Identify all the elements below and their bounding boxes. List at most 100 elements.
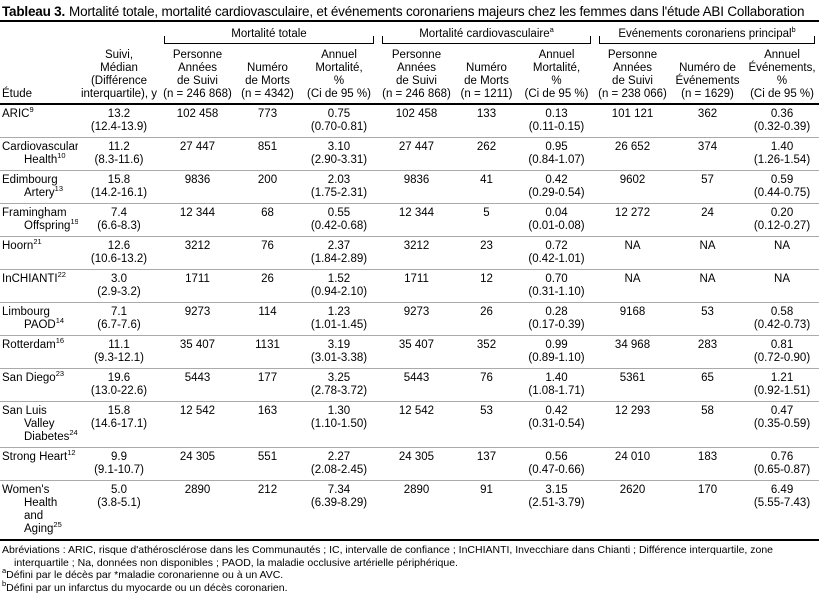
cell-line: 2.03: [302, 174, 376, 187]
data-cell: 27 447: [160, 138, 235, 171]
data-cell: 0.95(0.84-1.07): [518, 138, 595, 171]
data-cell: 11.1(9.3-12.1): [78, 336, 160, 369]
cell-line: (0.84-1.07): [520, 154, 593, 167]
group-note: a: [550, 25, 554, 34]
data-cell: 0.59(0.44-0.75): [745, 171, 819, 204]
data-cell: 851: [235, 138, 300, 171]
data-cell: 9836: [378, 171, 455, 204]
cell-line: 3212: [380, 240, 453, 253]
study-cell: ARIC9: [0, 104, 78, 138]
data-cell: 76: [455, 369, 518, 402]
cell-line: 5: [457, 207, 516, 220]
cell-line: NA: [672, 240, 743, 253]
data-cell: 0.75(0.70-0.81): [300, 104, 378, 138]
cell-line: 3.25: [302, 372, 376, 385]
page-body: Tableau 3.Mortalité totale, mortalité ca…: [0, 0, 819, 565]
header-line: interquartile), y: [80, 88, 158, 101]
cell-line: 6.49: [747, 484, 817, 497]
data-cell: NA: [745, 237, 819, 270]
data-cell: 0.56(0.47-0.66): [518, 448, 595, 481]
data-cell: 1.21(0.92-1.51): [745, 369, 819, 402]
group-note: b: [792, 25, 796, 34]
cell-line: (0.17-0.39): [520, 319, 593, 332]
study-ref: 21: [33, 237, 41, 246]
data-cell: 3.15(2.51-3.79): [518, 481, 595, 541]
cell-line: 0.58: [747, 306, 817, 319]
cell-line: (10.6-13.2): [80, 253, 158, 266]
cell-line: 35 407: [380, 339, 453, 352]
cell-line: (0.70-0.81): [302, 121, 376, 134]
cell-line: (0.65-0.87): [747, 464, 817, 477]
data-cell: 24: [670, 204, 745, 237]
cell-line: 200: [237, 174, 298, 187]
cell-line: (2.51-3.79): [520, 497, 593, 510]
study-name: San Luis Valley Diabetes: [2, 405, 69, 443]
title-label: Tableau 3.: [2, 4, 65, 19]
study-cell: San Luis Valley Diabetes24: [0, 402, 78, 448]
blank-cell: [78, 22, 160, 46]
data-cell: 0.20(0.12-0.27): [745, 204, 819, 237]
header-line: Médian: [80, 62, 158, 75]
header-line: Personne: [380, 49, 453, 62]
cell-line: 0.47: [747, 405, 817, 418]
study-ref: 12: [67, 448, 75, 457]
data-cell: 12: [455, 270, 518, 303]
data-cell: 1131: [235, 336, 300, 369]
header-line: Mortalité,: [302, 62, 376, 75]
cell-line: 9836: [380, 174, 453, 187]
cell-line: (0.92-1.51): [747, 385, 817, 398]
data-cell: 9602: [595, 171, 670, 204]
cell-line: 7.34: [302, 484, 376, 497]
data-cell: 53: [455, 402, 518, 448]
header-line: Années: [162, 62, 233, 75]
data-cell: 1711: [378, 270, 455, 303]
cell-line: 1.40: [520, 372, 593, 385]
group-title: Mortalité cardiovasculaire: [419, 28, 549, 40]
cell-line: (1.75-2.31): [302, 187, 376, 200]
cell-line: 9168: [597, 306, 668, 319]
cell-line: (0.42-1.01): [520, 253, 593, 266]
cell-line: 262: [457, 141, 516, 154]
header-line: de Suivi: [380, 75, 453, 88]
data-cell: 2620: [595, 481, 670, 541]
cell-line: NA: [747, 273, 817, 286]
cell-line: 183: [672, 451, 743, 464]
cell-line: (1.01-1.45): [302, 319, 376, 332]
data-cell: 102 458: [160, 104, 235, 138]
blank-cell: [0, 22, 78, 46]
cell-line: 76: [457, 372, 516, 385]
header-line: (Ci de 95 %): [302, 88, 376, 101]
cell-line: (0.01-0.08): [520, 220, 593, 233]
cell-line: 0.04: [520, 207, 593, 220]
study-cell: InCHIANTI22: [0, 270, 78, 303]
cell-line: (14.2-16.1): [80, 187, 158, 200]
footnote: aDéfini par le décès par *maladie corona…: [2, 569, 817, 582]
header-line: de Morts: [457, 75, 516, 88]
header-line: de Suivi: [162, 75, 233, 88]
data-cell: 137: [455, 448, 518, 481]
data-cell: 1.23(1.01-1.45): [300, 303, 378, 336]
cell-line: 15.8: [80, 174, 158, 187]
cell-line: 7.1: [80, 306, 158, 319]
header-line: Numéro de: [672, 62, 743, 75]
cell-line: (13.0-22.6): [80, 385, 158, 398]
cell-line: 5443: [162, 372, 233, 385]
group-title: Mortalité totale: [231, 28, 306, 40]
cell-line: 11.2: [80, 141, 158, 154]
cell-line: NA: [597, 273, 668, 286]
data-cell: 0.58(0.42-0.73): [745, 303, 819, 336]
study-name: Hoorn: [2, 240, 33, 252]
cell-line: 3.15: [520, 484, 593, 497]
cell-line: 12 542: [162, 405, 233, 418]
data-cell: 15.8(14.6-17.1): [78, 402, 160, 448]
cell-line: (6.6-8.3): [80, 220, 158, 233]
cell-line: (5.55-7.43): [747, 497, 817, 510]
